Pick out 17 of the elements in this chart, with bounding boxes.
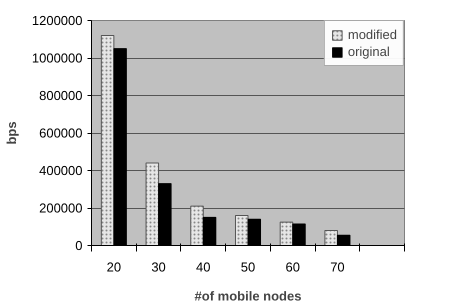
legend-label: modified [348, 27, 397, 42]
x-axis-title: #of mobile nodes [194, 288, 302, 304]
y-tick-label: 200000 [39, 200, 83, 216]
x-tick-label: 50 [240, 260, 256, 274]
x-tick-label: 40 [196, 260, 211, 274]
y-tick-label: 1000000 [32, 50, 83, 66]
y-tick-label: 400000 [39, 163, 83, 178]
x-tick-label: 20 [106, 260, 122, 274]
legend-label: original [348, 44, 390, 59]
x-tick-label: 30 [151, 260, 166, 274]
y-tick-label: 0 [75, 238, 83, 253]
y-tick-label: 600000 [39, 126, 83, 140]
y-tick-label: 1200000 [32, 13, 83, 28]
y-tick-label: 800000 [39, 88, 83, 103]
x-tick-label: 60 [285, 260, 300, 274]
y-axis-title: bps [4, 121, 19, 145]
x-tick-label: 70 [330, 260, 345, 274]
